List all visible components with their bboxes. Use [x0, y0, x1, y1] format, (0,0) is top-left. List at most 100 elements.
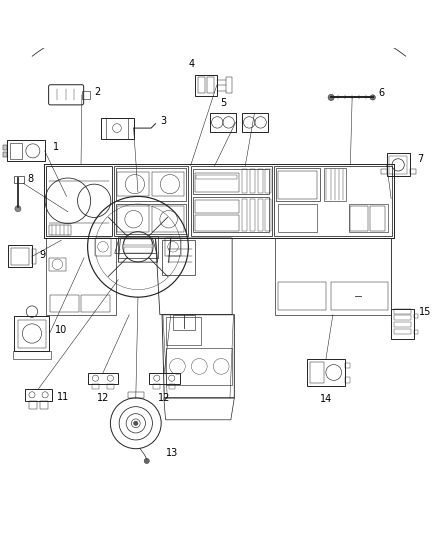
Bar — [25, 389, 52, 401]
Bar — [258, 169, 263, 193]
Bar — [195, 75, 217, 96]
Bar — [118, 236, 158, 258]
Bar — [14, 316, 49, 351]
Text: 6: 6 — [378, 88, 385, 98]
Text: 11: 11 — [57, 392, 69, 402]
Bar — [117, 172, 149, 197]
Bar — [350, 206, 368, 231]
Bar — [149, 373, 180, 384]
Text: 7: 7 — [417, 154, 424, 164]
Text: 8: 8 — [28, 174, 34, 184]
Bar — [210, 113, 236, 132]
Bar — [394, 329, 411, 334]
Bar — [324, 168, 346, 201]
Bar — [207, 77, 214, 93]
Bar — [195, 215, 239, 231]
Bar — [32, 249, 36, 264]
Bar — [106, 118, 128, 139]
Bar — [166, 348, 232, 385]
Circle shape — [144, 458, 149, 464]
Bar — [166, 317, 201, 345]
Bar — [387, 154, 410, 176]
Text: 15: 15 — [419, 308, 431, 318]
Text: 13: 13 — [166, 448, 178, 458]
Bar — [173, 314, 195, 330]
Bar — [394, 309, 411, 314]
Bar — [196, 174, 237, 179]
Bar — [195, 173, 239, 192]
Bar — [242, 113, 268, 132]
Bar — [107, 384, 114, 389]
Bar — [116, 204, 186, 233]
Text: 3: 3 — [160, 116, 166, 126]
Bar — [394, 322, 411, 327]
Bar — [153, 384, 160, 389]
Bar — [250, 169, 255, 193]
Bar — [92, 384, 99, 389]
Bar — [242, 169, 247, 193]
Bar — [345, 377, 350, 383]
Bar — [40, 401, 48, 409]
Bar — [226, 77, 232, 93]
Bar — [162, 240, 195, 275]
Bar — [18, 320, 46, 348]
Bar — [7, 140, 45, 161]
Bar — [49, 225, 71, 235]
Bar — [349, 204, 388, 232]
Bar — [414, 314, 418, 318]
Bar — [307, 359, 345, 386]
Bar — [8, 246, 32, 268]
Bar — [3, 145, 7, 150]
Bar — [394, 315, 411, 320]
Text: 2: 2 — [94, 87, 100, 97]
Circle shape — [15, 206, 21, 212]
Bar — [13, 351, 51, 359]
Bar — [381, 169, 387, 174]
Text: 14: 14 — [320, 393, 332, 403]
Bar — [117, 206, 149, 232]
Bar — [391, 309, 414, 339]
Text: 1: 1 — [53, 142, 60, 152]
Bar — [14, 176, 24, 183]
Bar — [88, 373, 118, 384]
Bar — [195, 200, 239, 213]
Bar — [370, 206, 385, 231]
Text: 5: 5 — [220, 98, 226, 108]
Circle shape — [134, 421, 138, 425]
Text: 4: 4 — [188, 59, 194, 69]
Bar — [198, 77, 205, 93]
Bar — [81, 295, 110, 312]
Bar — [258, 199, 263, 231]
Bar — [389, 156, 407, 174]
Bar — [29, 401, 37, 409]
Bar — [124, 247, 152, 253]
Bar — [101, 118, 134, 139]
Bar — [50, 295, 79, 312]
Bar — [310, 362, 324, 383]
Bar — [128, 392, 144, 398]
Bar — [10, 142, 22, 159]
Bar — [11, 248, 29, 265]
Bar — [414, 330, 418, 334]
Bar — [124, 239, 152, 245]
Bar — [278, 282, 326, 310]
Bar — [250, 199, 255, 231]
Bar — [116, 168, 186, 201]
Bar — [152, 206, 184, 232]
Circle shape — [370, 95, 375, 100]
Bar — [276, 168, 320, 201]
Bar — [265, 199, 271, 231]
Circle shape — [328, 94, 334, 101]
Text: 12: 12 — [97, 393, 109, 402]
Bar — [242, 199, 247, 231]
Bar — [3, 152, 7, 157]
Bar — [345, 363, 350, 368]
Bar — [193, 197, 269, 232]
Text: 9: 9 — [39, 250, 46, 260]
Bar — [410, 169, 416, 174]
Bar — [82, 91, 90, 99]
Bar — [331, 282, 388, 310]
Bar — [265, 169, 271, 193]
Bar — [169, 384, 175, 389]
Bar — [278, 172, 317, 199]
